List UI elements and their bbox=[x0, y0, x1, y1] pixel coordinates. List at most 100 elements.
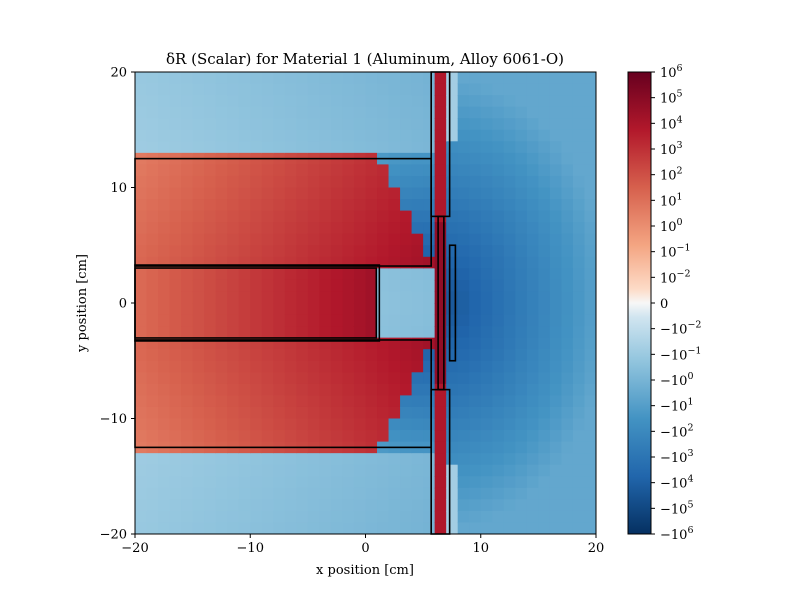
heatmap-cell bbox=[526, 291, 539, 304]
heatmap-cell bbox=[215, 453, 228, 466]
heatmap-cell bbox=[250, 303, 263, 316]
heatmap-cell bbox=[307, 499, 321, 512]
heatmap-cell bbox=[538, 314, 551, 327]
heatmap-cell bbox=[561, 72, 574, 85]
heatmap-cell bbox=[135, 303, 148, 316]
heatmap-cell bbox=[204, 164, 217, 177]
heatmap-cell bbox=[561, 199, 574, 212]
heatmap-cell bbox=[192, 256, 205, 269]
heatmap-cell bbox=[238, 291, 251, 304]
heatmap-cell bbox=[411, 372, 424, 385]
heatmap-cell bbox=[192, 430, 205, 443]
heatmap-cell bbox=[457, 245, 470, 258]
heatmap-cell bbox=[319, 72, 332, 85]
heatmap-cell bbox=[192, 522, 205, 534]
heatmap-cell bbox=[342, 175, 355, 189]
heatmap-cell bbox=[284, 95, 297, 108]
heatmap-cell bbox=[584, 222, 596, 235]
heatmap-cell bbox=[411, 233, 424, 246]
heatmap-cell bbox=[377, 383, 390, 396]
heatmap-cell bbox=[146, 129, 159, 142]
colorbar-tick-label: 10−1 bbox=[660, 243, 691, 261]
heatmap-cell bbox=[572, 256, 586, 269]
heatmap-cell bbox=[584, 418, 596, 431]
heatmap-cell bbox=[561, 487, 574, 500]
heatmap-cell bbox=[434, 303, 447, 316]
x-tick-label: 0 bbox=[361, 541, 369, 556]
heatmap-cell bbox=[400, 256, 413, 269]
heatmap-cell bbox=[204, 118, 217, 131]
heatmap-cell bbox=[135, 83, 148, 96]
heatmap-cell bbox=[446, 453, 459, 466]
heatmap-cell bbox=[215, 430, 228, 443]
heatmap-cell bbox=[434, 175, 447, 189]
heatmap-cell bbox=[400, 476, 413, 489]
heatmap-cell bbox=[169, 164, 182, 177]
heatmap-cell bbox=[215, 487, 228, 500]
heatmap-cell bbox=[388, 522, 401, 534]
heatmap-cell bbox=[135, 291, 148, 304]
heatmap-cell bbox=[423, 222, 436, 235]
heatmap-cell bbox=[538, 291, 551, 304]
heatmap-cell bbox=[181, 326, 194, 339]
y-axis-label: y position [cm] bbox=[75, 254, 90, 353]
heatmap-cell bbox=[492, 326, 505, 339]
heatmap-cell bbox=[181, 360, 194, 373]
heatmap-cell bbox=[250, 291, 263, 304]
heatmap-cell bbox=[503, 418, 516, 431]
heatmap-cell bbox=[457, 279, 470, 293]
heatmap-cell bbox=[411, 222, 424, 235]
heatmap-cell bbox=[469, 418, 482, 431]
heatmap-cell bbox=[227, 510, 240, 524]
heatmap-cell bbox=[135, 210, 148, 223]
heatmap-cell bbox=[307, 199, 321, 212]
heatmap-cell bbox=[561, 141, 574, 154]
colorbar-tick-label: 0 bbox=[660, 297, 668, 312]
heatmap-cell bbox=[146, 314, 159, 327]
heatmap-cell bbox=[469, 118, 482, 131]
heatmap-cell bbox=[584, 372, 596, 385]
heatmap-cell bbox=[423, 476, 436, 489]
heatmap-cell bbox=[549, 337, 563, 350]
heatmap-cell bbox=[572, 279, 586, 293]
heatmap-cell bbox=[365, 487, 378, 500]
heatmap-cell bbox=[204, 222, 217, 235]
heatmap-cell bbox=[515, 522, 528, 534]
heatmap-cell bbox=[503, 279, 516, 293]
colorbar-tick-label: −102 bbox=[660, 422, 693, 440]
heatmap-cell bbox=[434, 441, 447, 454]
heatmap-cell bbox=[261, 383, 274, 396]
heatmap-cell bbox=[181, 453, 194, 466]
heatmap-cell bbox=[296, 175, 309, 189]
heatmap-cell bbox=[158, 303, 171, 316]
heatmap-cell bbox=[353, 291, 367, 304]
heatmap-cell bbox=[169, 487, 182, 500]
heatmap-cell bbox=[250, 199, 263, 212]
heatmap-cell bbox=[365, 453, 378, 466]
heatmap-cell bbox=[307, 95, 321, 108]
heatmap-cell bbox=[434, 522, 447, 534]
heatmap-cell bbox=[388, 499, 401, 512]
heatmap-cell bbox=[469, 129, 482, 142]
heatmap-cell bbox=[515, 141, 528, 154]
heatmap-cell bbox=[400, 360, 413, 373]
heatmap-cell bbox=[446, 233, 459, 246]
heatmap bbox=[135, 72, 596, 534]
heatmap-cell bbox=[526, 406, 539, 420]
heatmap-cell bbox=[353, 118, 367, 131]
heatmap-cell bbox=[330, 118, 344, 131]
heatmap-cell bbox=[158, 499, 171, 512]
heatmap-cell bbox=[353, 418, 367, 431]
y-tick-label: 10 bbox=[110, 181, 127, 196]
heatmap-cell bbox=[181, 476, 194, 489]
heatmap-cell bbox=[400, 522, 413, 534]
heatmap-cell bbox=[469, 372, 482, 385]
heatmap-cell bbox=[549, 441, 563, 454]
heatmap-cell bbox=[330, 210, 344, 223]
heatmap-cell bbox=[457, 268, 470, 281]
detector-strip-outline bbox=[448, 244, 457, 362]
heatmap-cell bbox=[457, 83, 470, 96]
heatmap-cell bbox=[572, 152, 586, 165]
heatmap-cell bbox=[169, 430, 182, 443]
heatmap-cell bbox=[388, 326, 401, 339]
